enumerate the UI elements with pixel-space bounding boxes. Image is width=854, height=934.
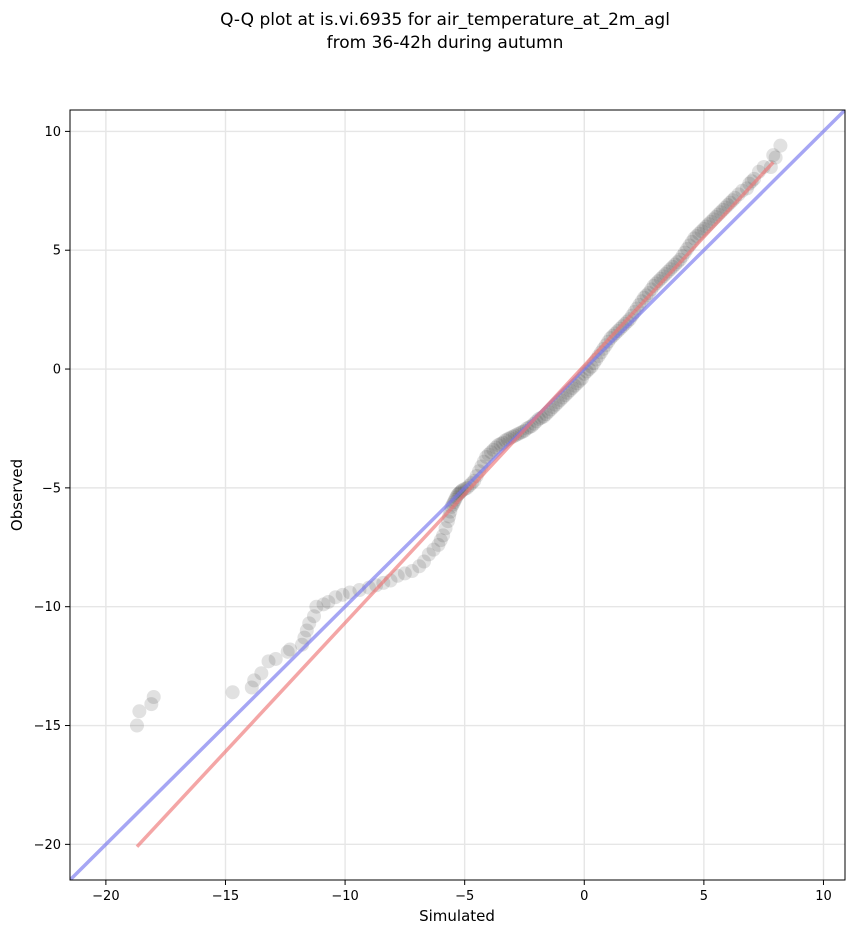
data-point (663, 262, 678, 277)
data-point (397, 566, 412, 581)
data-point (481, 447, 496, 462)
data-point (405, 564, 420, 579)
data-point (446, 495, 461, 510)
data-point (660, 264, 675, 279)
data-point (132, 704, 147, 719)
x-tick-label: 10 (815, 889, 832, 904)
data-point (656, 269, 671, 284)
x-tick-label: −10 (331, 889, 358, 904)
data-point (254, 666, 269, 681)
data-point (665, 259, 680, 274)
y-tick-label: −20 (34, 838, 61, 853)
data-point (436, 528, 451, 543)
data-point (421, 547, 436, 562)
data-point (302, 616, 317, 631)
data-point (433, 533, 448, 548)
x-axis-ticks: −20 −15 −10 −5 0 5 10 (92, 880, 832, 904)
x-tick-label: 5 (700, 889, 708, 904)
data-point (744, 174, 759, 189)
data-point (479, 449, 494, 464)
data-point (342, 585, 357, 600)
y-tick-label: −10 (34, 600, 61, 615)
data-point (773, 138, 788, 153)
data-point (641, 285, 656, 300)
data-point (766, 148, 781, 163)
data-point (144, 697, 159, 712)
data-point (639, 288, 654, 303)
data-point (438, 521, 453, 536)
data-point (486, 442, 501, 457)
fit-line (135, 161, 775, 848)
data-point (747, 171, 762, 186)
data-point (369, 578, 384, 593)
data-point (146, 690, 161, 705)
data-point (488, 440, 503, 455)
data-point (306, 609, 321, 624)
data-point (431, 537, 446, 552)
data-point (309, 599, 324, 614)
y-tick-label: 0 (53, 363, 61, 378)
x-tick-label: −20 (92, 889, 119, 904)
data-point (637, 290, 652, 305)
data-point (335, 587, 350, 602)
data-point (412, 559, 427, 574)
data-point (247, 673, 262, 688)
data-point (225, 685, 240, 700)
data-point (244, 680, 259, 695)
x-axis-label: Simulated (419, 907, 495, 925)
data-point (316, 597, 331, 612)
data-point (668, 257, 683, 272)
data-point (651, 274, 666, 289)
y-tick-label: 5 (53, 244, 61, 259)
points-layer (129, 138, 788, 733)
data-point (321, 594, 336, 609)
y-axis-label: Observed (8, 459, 26, 531)
y-tick-label: −5 (42, 481, 61, 496)
y-tick-label: 10 (44, 125, 61, 140)
y-tick-label: −15 (34, 719, 61, 734)
data-point (483, 445, 498, 460)
chart-subtitle: from 36-42h during autumn (327, 33, 564, 53)
data-point (653, 271, 668, 286)
data-point (426, 542, 441, 557)
data-point (672, 252, 687, 267)
data-point (268, 651, 283, 666)
reference-lines (70, 110, 845, 880)
data-point (328, 590, 343, 605)
data-point (742, 176, 757, 191)
data-point (261, 654, 276, 669)
data-point (491, 438, 506, 453)
data-point (670, 255, 685, 270)
data-point (299, 623, 314, 638)
identity-line (70, 110, 845, 880)
data-point (658, 266, 673, 281)
x-tick-label: 0 (580, 889, 588, 904)
data-point (417, 554, 432, 569)
plot-frame (69, 109, 846, 881)
chart-title: Q-Q plot at is.vi.6935 for air_temperatu… (220, 10, 670, 30)
data-point (297, 630, 312, 645)
data-point (675, 249, 690, 264)
y-axis-ticks: −20 −15 −10 −5 0 5 10 (34, 125, 70, 853)
data-point (280, 644, 295, 659)
data-point (644, 282, 659, 297)
x-tick-label: −5 (455, 889, 474, 904)
x-tick-label: −15 (212, 889, 239, 904)
data-point (129, 718, 144, 733)
data-point (283, 642, 298, 657)
data-point (768, 150, 783, 165)
